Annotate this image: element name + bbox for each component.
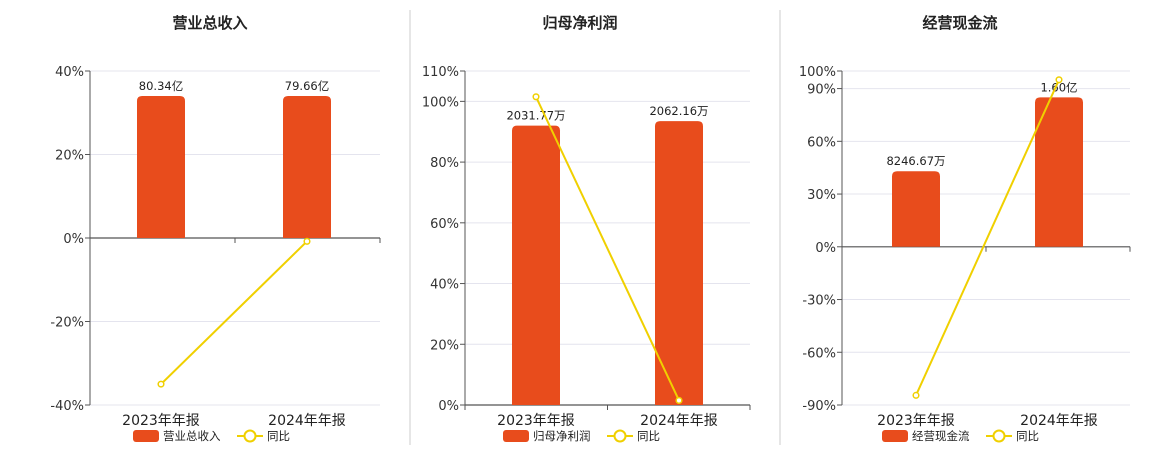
- chart-0-ytick-label: 20%: [55, 149, 84, 164]
- chart-2-legend-bar-swatch: [882, 430, 908, 442]
- chart-0-yoy-point: [157, 380, 165, 388]
- chart-2-bar-value-label: 8246.67万: [886, 154, 945, 168]
- chart-2-ytick-label: 0%: [815, 241, 836, 256]
- chart-1-ytick-label: 60%: [430, 217, 459, 232]
- chart-0-legend-line-marker: [243, 429, 257, 443]
- chart-1-legend-bar-label: 归母净利润: [533, 429, 591, 443]
- chart-0-category-label: 2023年年报: [122, 413, 200, 429]
- chart-2-legend-bar-label: 经营现金流: [912, 429, 970, 443]
- chart-1-bar: [512, 125, 560, 406]
- chart-2-ytick-label: 90%: [807, 83, 836, 98]
- chart-0-legend-line-label: 同比: [267, 429, 290, 443]
- chart-2-ytick-label: -60%: [802, 346, 836, 361]
- chart-0-title: 营业总收入: [172, 14, 247, 32]
- chart-1-ytick-label: 0%: [438, 399, 459, 414]
- chart-1-bar-value-label: 2031.77万: [506, 109, 565, 123]
- chart-0-yoy-point: [303, 237, 311, 245]
- chart-2-yoy-line: [915, 79, 1060, 396]
- chart-0-yoy-line: [160, 240, 308, 385]
- chart-1-category-label: 2023年年报: [497, 413, 575, 429]
- chart-1-ytick-label: 80%: [430, 156, 459, 171]
- chart-0-legend-bar-label: 营业总收入: [163, 429, 221, 443]
- chart-2-ytick-label: -90%: [802, 399, 836, 414]
- chart-1-bar: [655, 121, 703, 405]
- chart-2-category-label: 2024年年报: [1020, 413, 1098, 429]
- chart-1-yoy-point: [532, 93, 540, 101]
- chart-2-title: 经营现金流: [922, 14, 997, 32]
- chart-2-ytick-label: 30%: [807, 188, 836, 203]
- chart-1-title: 归母净利润: [542, 14, 617, 32]
- chart-1-category-label: 2024年年报: [640, 413, 718, 429]
- chart-1-bar-value-label: 2062.16万: [649, 104, 708, 118]
- chart-1-yoy-point: [675, 396, 683, 404]
- chart-1-ytick-label: 40%: [430, 278, 459, 293]
- chart-2-yoy-point: [912, 391, 920, 399]
- chart-1-yoy-line: [535, 96, 680, 401]
- chart-1-ytick-label: 100%: [422, 95, 459, 110]
- chart-2-legend-line-marker: [992, 429, 1006, 443]
- chart-1-legend-line-marker: [613, 429, 627, 443]
- chart-2-ytick-label: 60%: [807, 135, 836, 150]
- chart-0-legend-bar-swatch: [133, 430, 159, 442]
- chart-0-bar: [137, 96, 185, 238]
- chart-0-category-label: 2024年年报: [268, 413, 346, 429]
- chart-2-bar: [892, 171, 940, 247]
- chart-2-ytick-label: -30%: [802, 294, 836, 309]
- chart-0-bar-value-label: 79.66亿: [285, 79, 329, 93]
- chart-0-bar: [283, 96, 331, 238]
- chart-0-ytick-label: 40%: [55, 65, 84, 80]
- chart-0-ytick-label: 0%: [63, 232, 84, 247]
- chart-2-bar: [1035, 97, 1083, 247]
- chart-1-legend-bar-swatch: [503, 430, 529, 442]
- chart-1-legend-line-label: 同比: [637, 429, 660, 443]
- chart-0-ytick-label: -40%: [50, 399, 84, 414]
- chart-2-bar-value-label: 1.60亿: [1040, 80, 1077, 94]
- chart-2-legend-line-label: 同比: [1016, 429, 1039, 443]
- chart-1-ytick-label: 20%: [430, 338, 459, 353]
- chart-2-yoy-point: [1055, 76, 1063, 84]
- chart-0-ytick-label: -20%: [50, 316, 84, 331]
- chart-2-ytick-label: 100%: [799, 65, 836, 80]
- chart-2-category-label: 2023年年报: [877, 413, 955, 429]
- chart-0-bar-value-label: 80.34亿: [139, 79, 183, 93]
- chart-1-ytick-label: 110%: [422, 65, 459, 80]
